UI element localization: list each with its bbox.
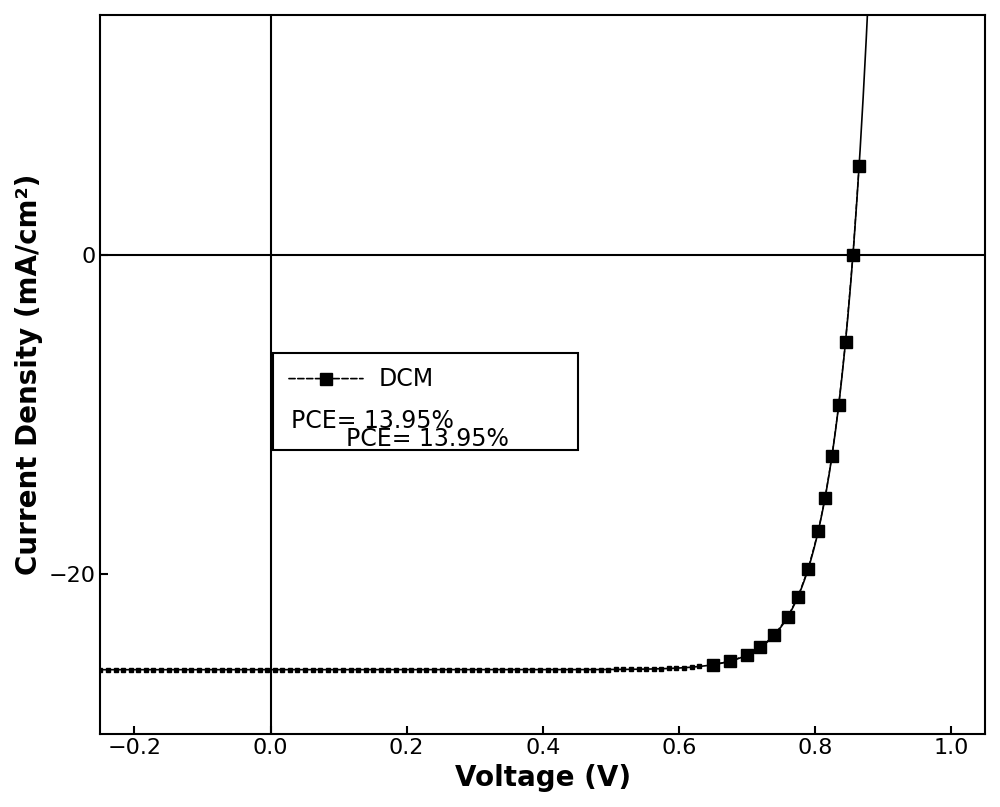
Text: PCE= 13.95%: PCE= 13.95%: [291, 409, 453, 433]
Text: PCE= 13.95%: PCE= 13.95%: [346, 427, 509, 451]
FancyBboxPatch shape: [273, 353, 578, 449]
Text: DCM: DCM: [379, 366, 434, 391]
X-axis label: Voltage (V): Voltage (V): [455, 764, 631, 792]
Y-axis label: Current Density (mA/cm²): Current Density (mA/cm²): [15, 174, 43, 575]
